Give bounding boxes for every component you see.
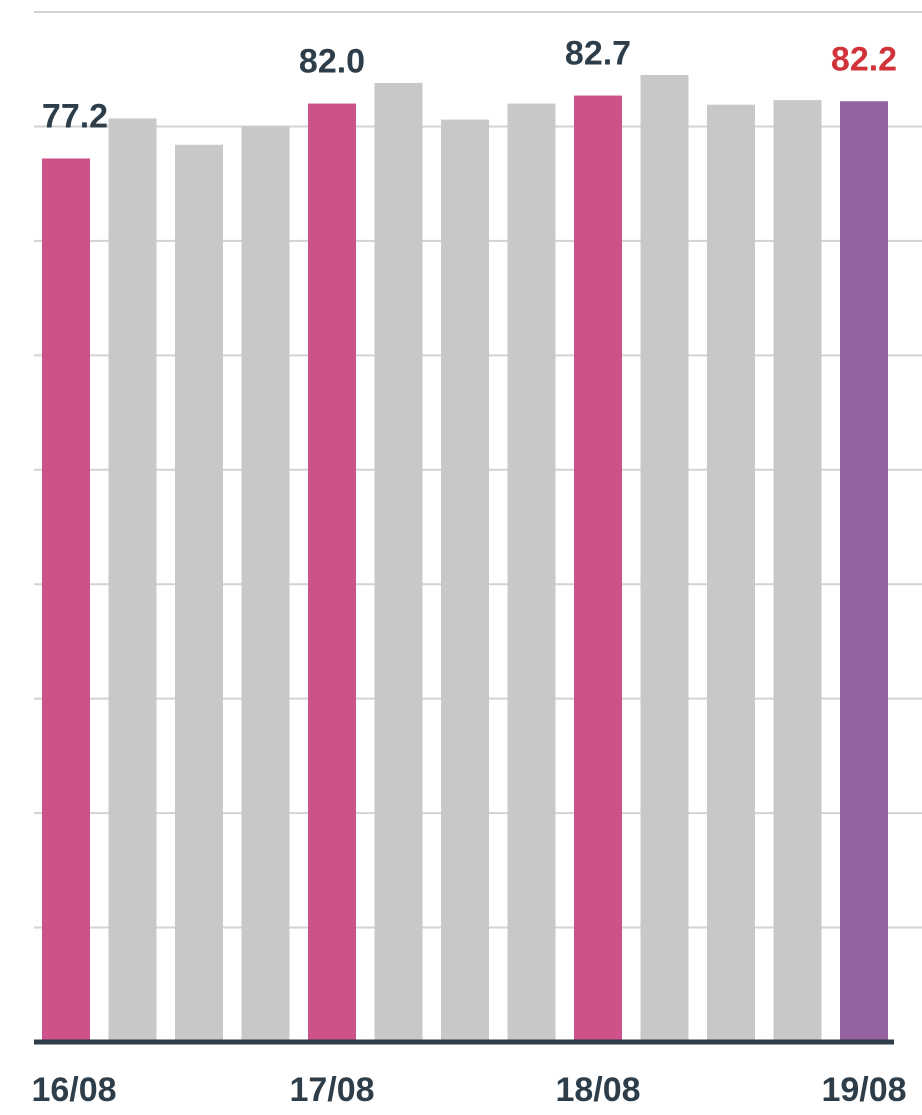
bar [42,158,90,1042]
bar [840,101,888,1043]
value-label: 82.7 [565,35,631,73]
bar [308,103,356,1043]
bar [241,126,290,1042]
bar [374,82,423,1042]
bar [441,119,489,1043]
x-tick-label: 19/08 [821,1071,906,1109]
bar [707,104,755,1042]
value-label: 77.2 [42,97,108,135]
bar [108,118,157,1042]
bar [640,74,689,1042]
bar [507,103,556,1043]
value-label: 82.0 [299,43,365,81]
value-label: 82.2 [831,40,897,78]
x-tick-label: 18/08 [555,1071,640,1109]
bar [574,95,622,1043]
x-tick-label: 17/08 [289,1071,374,1109]
x-tick-label: 16/08 [31,1071,116,1109]
bar [773,100,822,1043]
bar [175,144,223,1042]
